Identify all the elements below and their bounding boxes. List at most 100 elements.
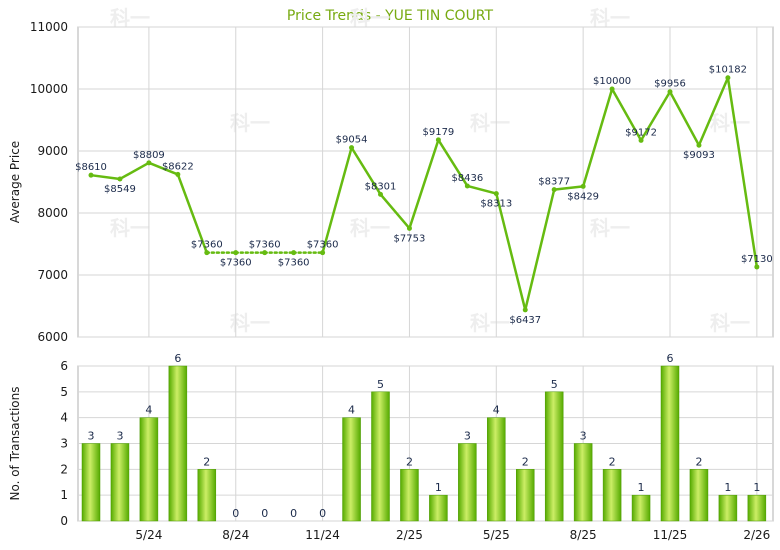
transaction-bar-label: 6 [667, 352, 674, 365]
price-line-segment [697, 76, 730, 147]
price-line-segment [408, 138, 440, 230]
price-point-label: $6437 [509, 315, 541, 326]
price-point-label: $9179 [422, 127, 454, 138]
transaction-bar [197, 469, 217, 522]
transaction-bar [168, 365, 188, 522]
transaction-bar-label: 0 [261, 507, 268, 520]
transaction-bar [342, 417, 361, 522]
x-tick-label: 5/25 [483, 528, 510, 542]
transaction-bar-label: 0 [290, 507, 297, 520]
transaction-bar-label: 2 [203, 455, 210, 468]
x-tick-label: 2/25 [396, 528, 423, 542]
price-point-label: $7360 [278, 258, 310, 269]
price-line-segment [379, 193, 411, 230]
price-point [262, 250, 268, 256]
price-point [551, 187, 557, 193]
watermark-mark: 科一 [350, 6, 390, 30]
price-y-tick: 11000 [30, 20, 68, 34]
price-point-label: $7360 [249, 240, 281, 251]
price-point [291, 250, 297, 256]
price-line-segment [321, 146, 353, 254]
transaction-bar-label: 6 [174, 352, 181, 365]
price-line-segment [118, 161, 151, 181]
chart-title: Price Trends - YUE TIN COURT [287, 8, 494, 24]
transaction-bar-label: 5 [377, 378, 384, 391]
watermark-mark: 科一 [110, 6, 150, 30]
transaction-bar-label: 0 [319, 507, 326, 520]
price-point [667, 89, 673, 95]
price-point [464, 183, 470, 189]
transaction-bar-label: 2 [406, 455, 413, 468]
price-point-label: $8313 [480, 199, 512, 210]
price-point [435, 137, 441, 143]
price-point [725, 75, 731, 81]
price-point-label: $10000 [593, 76, 631, 87]
price-point-label: $8610 [75, 162, 107, 173]
transaction-bar-label: 4 [145, 404, 152, 417]
x-tick-label: 8/24 [222, 528, 249, 542]
transaction-bar [718, 494, 738, 522]
transaction-bar-label: 4 [348, 404, 355, 417]
transaction-y-tick: 6 [60, 359, 68, 373]
price-point [204, 250, 210, 256]
price-line-segment [350, 146, 382, 196]
price-point [378, 191, 383, 197]
watermark-mark: 科一 [350, 216, 390, 240]
transaction-bar [487, 417, 506, 522]
price-y-tick: 8000 [37, 206, 68, 220]
price-point-label: $10182 [709, 65, 747, 76]
transaction-bar-label: 1 [724, 481, 731, 494]
price-y-tick: 6000 [37, 330, 68, 344]
price-y-tick: 9000 [37, 144, 68, 158]
price-point-label: $7360 [307, 240, 339, 251]
transaction-bar-label: 2 [695, 455, 702, 468]
watermark-mark: 科一 [230, 111, 270, 135]
price-point-label: $9172 [625, 127, 657, 138]
transaction-bar [573, 443, 593, 522]
price-line-segment [495, 192, 527, 312]
transaction-bar [747, 494, 767, 522]
price-point [609, 86, 615, 92]
price-point [349, 145, 355, 151]
watermark-mark: 科一 [710, 111, 750, 135]
price-point-label: $8429 [567, 191, 599, 202]
price-point-label: $7360 [220, 258, 252, 269]
price-line-segment [524, 188, 556, 312]
transaction-y-tick: 2 [60, 462, 68, 476]
price-point-label: $8622 [162, 161, 194, 172]
price-point-label: $9093 [683, 150, 715, 161]
price-point [754, 264, 760, 270]
price-line-segment [437, 138, 469, 188]
price-point [522, 307, 528, 313]
transaction-bar [110, 443, 130, 522]
watermark-mark: 科一 [590, 6, 630, 30]
transaction-bar [689, 469, 709, 522]
x-tick-label: 8/25 [570, 528, 597, 542]
price-point [117, 176, 123, 182]
transaction-y-tick: 5 [60, 385, 68, 399]
price-point-label: $7753 [394, 233, 426, 244]
transaction-bar [602, 469, 622, 522]
price-point [146, 160, 152, 166]
transaction-bar [516, 469, 535, 522]
transaction-bar [400, 469, 419, 522]
transaction-bar-label: 3 [580, 430, 587, 443]
price-line-segment [147, 161, 180, 176]
transaction-bar [631, 494, 651, 522]
transaction-bar [429, 494, 448, 522]
price-point [233, 250, 239, 256]
watermark-mark: 科一 [710, 311, 750, 335]
transaction-y-tick: 0 [60, 514, 68, 528]
transaction-bar-label: 4 [493, 404, 500, 417]
price-y-tick: 10000 [30, 82, 68, 96]
transaction-bar [458, 443, 477, 522]
x-tick-label: 11/25 [653, 528, 688, 542]
transaction-bar [139, 417, 159, 522]
price-point [88, 172, 94, 178]
watermark-mark: 科一 [110, 216, 150, 240]
price-y-tick: 7000 [37, 268, 68, 282]
watermark-mark: 科一 [230, 311, 270, 335]
transaction-y-tick: 3 [60, 437, 68, 451]
